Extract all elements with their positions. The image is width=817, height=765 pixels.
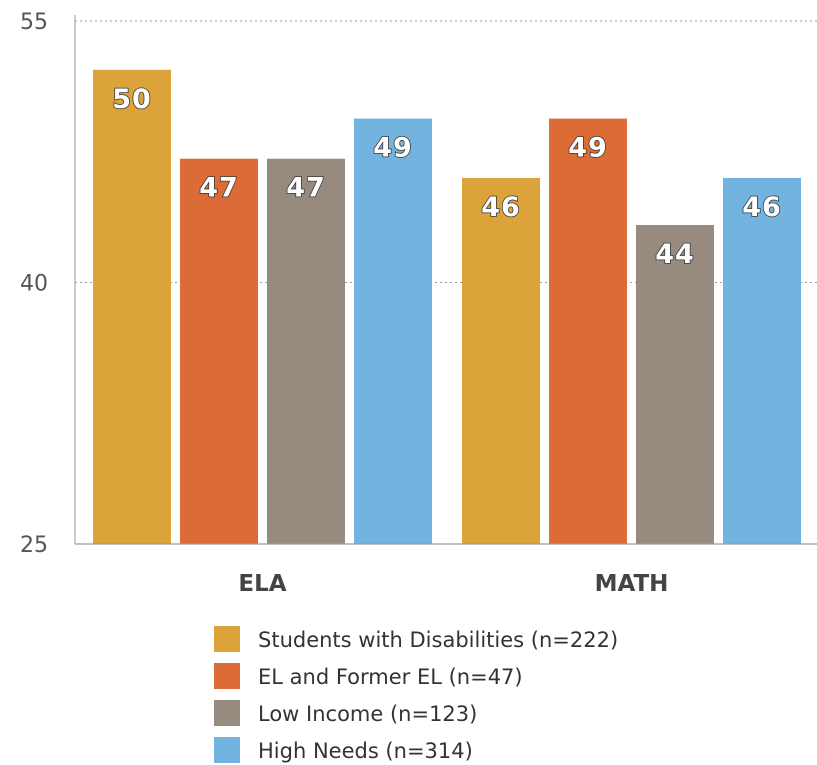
y-tick-label: 55 [20, 10, 48, 35]
legend-label: Students with Disabilities (n=222) [258, 628, 618, 652]
bar [93, 69, 171, 545]
y-tick-label: 40 [20, 272, 48, 297]
data-label: 47 [286, 173, 326, 204]
legend-label: High Needs (n=314) [258, 739, 473, 763]
x-category-label: MATH [595, 571, 669, 597]
data-label: 49 [373, 133, 413, 164]
data-labels: 50 47 47 49 46 49 44 46 [111, 83, 782, 271]
legend-swatch [214, 626, 240, 652]
data-label: 46 [742, 192, 782, 223]
y-axis: 25 40 55 [20, 10, 76, 558]
data-label: 46 [481, 192, 521, 223]
bars [93, 69, 801, 545]
bar [723, 177, 801, 544]
x-category-label: ELA [238, 571, 286, 597]
legend-label: Low Income (n=123) [258, 702, 477, 726]
data-label: 44 [655, 239, 695, 270]
x-axis: ELA MATH [75, 543, 817, 597]
data-label: 47 [199, 173, 239, 204]
bar [354, 118, 432, 545]
legend-swatch [214, 737, 240, 763]
legend-swatch [214, 663, 240, 689]
data-label: 50 [112, 84, 152, 115]
bar [549, 118, 627, 545]
gridlines [75, 20, 817, 283]
legend-label: EL and Former EL (n=47) [258, 665, 523, 689]
bar [636, 224, 714, 544]
bar [180, 158, 258, 544]
bar [267, 158, 345, 544]
legend-swatch [214, 700, 240, 726]
y-tick-label: 25 [20, 533, 48, 558]
data-label: 49 [568, 133, 608, 164]
bar [462, 177, 540, 544]
legend: Students with Disabilities (n=222) EL and… [214, 626, 618, 763]
